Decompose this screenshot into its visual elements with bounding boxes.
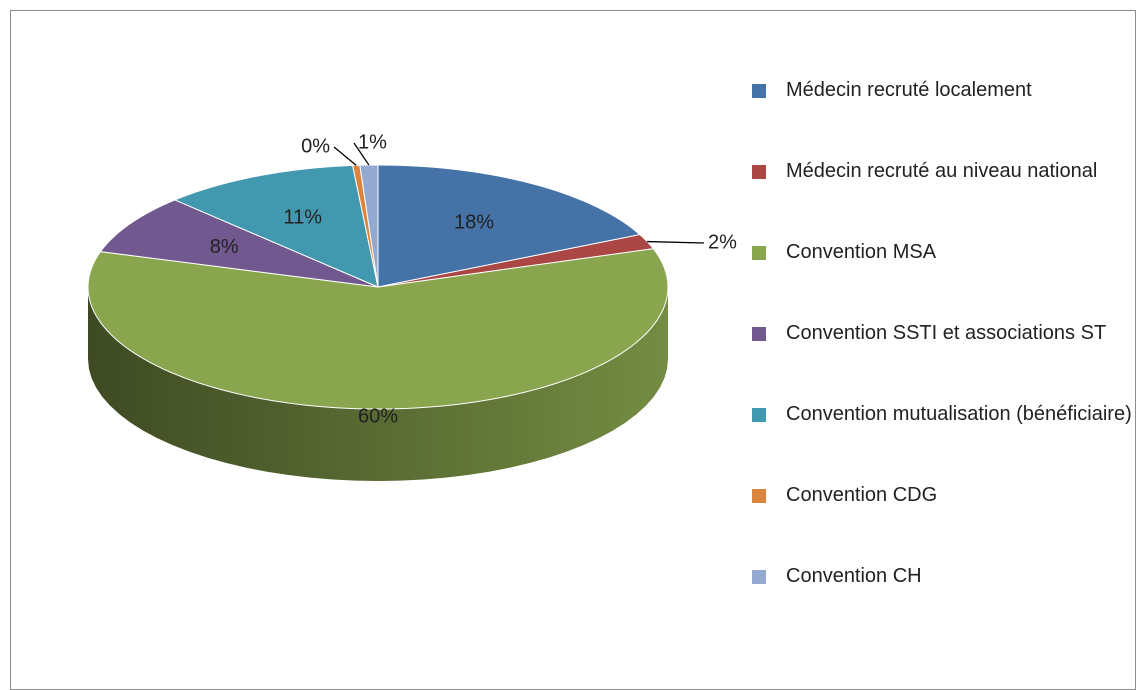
legend-swatch (752, 84, 766, 98)
data-label: 2% (708, 231, 737, 253)
legend-item: Convention MSA (752, 236, 1142, 317)
leader-line (353, 142, 370, 166)
legend-swatch (752, 489, 766, 503)
legend-item: Médecin recruté localement (752, 74, 1142, 155)
legend-item: Convention CH (752, 560, 1142, 641)
legend-swatch (752, 327, 766, 341)
legend: Médecin recruté localement Médecin recrut… (752, 74, 1142, 641)
pie-slice (173, 164, 379, 288)
legend-label: Convention MSA (786, 241, 937, 263)
data-label: 1% (358, 131, 387, 153)
data-label: 8% (210, 236, 239, 258)
legend-item: Convention SSTI et associations ST (752, 317, 1142, 398)
data-label: 0% (301, 135, 330, 157)
leader-line (333, 146, 357, 166)
pie-slice (359, 164, 379, 288)
legend-swatch (752, 570, 766, 584)
pie-slice (377, 164, 641, 288)
legend-label: Convention CDG (786, 484, 938, 506)
legend-label: Médecin recruté localement (786, 79, 1032, 101)
pie-slice (87, 248, 669, 410)
pie-side (88, 287, 668, 481)
legend-swatch (752, 165, 766, 179)
legend-label: Convention mutualisation (bénéficiaire) (786, 403, 1132, 425)
legend-label: Convention CH (786, 565, 922, 587)
legend-label: Convention SSTI et associations ST (786, 322, 1107, 344)
legend-item: Convention mutualisation (bénéficiaire) (752, 398, 1142, 479)
data-label: 11% (283, 207, 322, 229)
data-label: 60% (358, 405, 398, 427)
pie-slice (99, 199, 379, 288)
legend-item: Convention CDG (752, 479, 1142, 560)
data-label: 18% (454, 211, 494, 233)
legend-label: Médecin recruté au niveau national (786, 160, 1098, 182)
legend-swatch (752, 246, 766, 260)
leader-line (647, 240, 705, 244)
legend-item: Médecin recruté au niveau national (752, 155, 1142, 236)
legend-swatch (752, 408, 766, 422)
